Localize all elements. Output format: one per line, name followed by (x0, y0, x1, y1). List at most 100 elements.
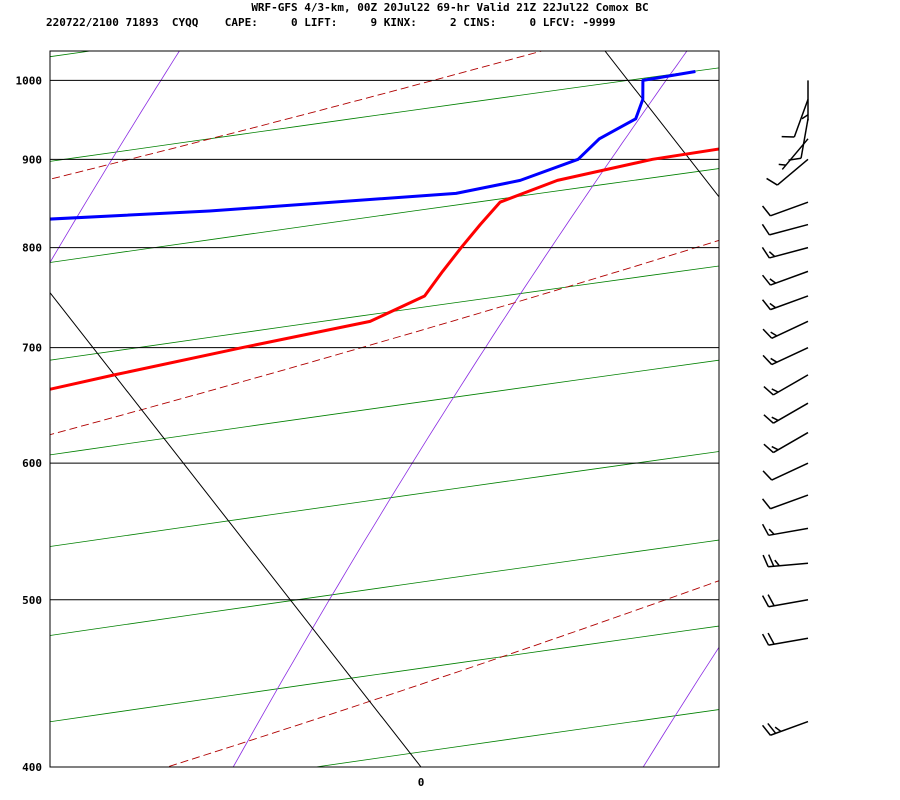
wind-barb (766, 158, 809, 186)
pressure-tick-label: 400 (22, 761, 42, 774)
wind-barb-staff (771, 346, 809, 366)
plot-frame (49, 50, 720, 768)
wind-barb (761, 223, 809, 236)
isotherm-line (604, 51, 719, 198)
wind-barb-feather (761, 223, 770, 236)
moist-adiabat (50, 239, 719, 436)
wind-barb (781, 99, 809, 138)
wind-barb-staff (768, 599, 809, 608)
wind-barb (762, 462, 809, 481)
wind-barb-column (761, 80, 809, 736)
wind-barb (761, 632, 809, 646)
dry-adiabat (50, 168, 719, 263)
pressure-tick-label: 500 (22, 594, 42, 607)
wind-barb-staff (769, 223, 809, 236)
wind-barb-feather (761, 498, 771, 510)
wind-barb-staff (769, 246, 809, 259)
mixing-ratio-line (50, 51, 180, 264)
dry-adiabat (50, 359, 719, 456)
wind-barb-feather (767, 594, 775, 607)
wind-barb (762, 554, 809, 568)
moist-adiabat (165, 580, 719, 767)
temperature-profile-line (50, 147, 719, 391)
temperature-tick-label: 0 (418, 776, 425, 789)
mixing-ratio-line (642, 646, 719, 767)
moist-adiabat (50, 51, 544, 180)
pressure-tick-label: 700 (22, 342, 42, 355)
wind-barb (761, 720, 809, 736)
wind-barb-feather (761, 523, 770, 536)
pressure-tick-label: 600 (22, 457, 42, 470)
dry-adiabat (50, 265, 719, 361)
wind-barb-feather (768, 528, 775, 535)
wind-barb (761, 201, 809, 217)
wind-barb-feather (768, 554, 775, 567)
chart-title: WRF-GFS 4/3-km, 00Z 20Jul22 69-hr Valid … (251, 1, 648, 14)
wind-barb-feather (761, 633, 770, 646)
wind-barb-staff (770, 201, 809, 217)
background-lines (50, 37, 900, 800)
wind-barb-staff (772, 402, 809, 424)
wind-barb-feather (766, 177, 778, 186)
wind-barb-feather (763, 443, 774, 454)
wind-barb-staff (776, 158, 809, 186)
wind-barb-staff (770, 270, 809, 286)
wind-barb-feather (762, 354, 773, 366)
dry-adiabat (616, 37, 900, 800)
wind-barb-staff (771, 320, 809, 339)
wind-barb-feather (778, 163, 786, 166)
dewpoint-profile-line (50, 70, 696, 221)
pressure-tick-label: 800 (22, 242, 42, 255)
wind-barb-feather (771, 416, 779, 422)
wind-barb-feather (761, 595, 770, 608)
grid-lines (50, 51, 719, 767)
wind-barb (763, 402, 809, 424)
isotherm-line (50, 291, 422, 767)
pressure-tick-label: 900 (22, 153, 42, 166)
wind-barb-feather (771, 445, 779, 451)
wind-barb (778, 138, 809, 170)
wind-barb-feather (770, 357, 778, 363)
wind-barb-staff (770, 494, 809, 510)
wind-barb-feather (770, 331, 778, 337)
wind-barb-staff (772, 374, 809, 396)
wind-barb-feather (774, 559, 780, 567)
station-indices-line: 220722/2100 71893 CYQQ CAPE: 0 LIFT: 9 K… (46, 16, 616, 29)
wind-barb-feather (767, 632, 775, 645)
wind-barb (761, 246, 809, 259)
wind-barb-feather (774, 726, 782, 733)
wind-barb-staff (770, 720, 809, 736)
wind-barb-feather (761, 246, 770, 259)
wind-barb-feather (762, 328, 773, 339)
dry-adiabat (50, 67, 719, 162)
wind-barb (763, 374, 809, 396)
wind-barb-feather (769, 302, 777, 309)
dry-adiabat (50, 451, 719, 547)
wind-barb (762, 346, 809, 366)
wind-barb-feather (768, 251, 776, 258)
wind-barb (761, 295, 809, 311)
wind-barb (761, 494, 809, 510)
pressure-axis: 400 500 600 700 800 900 1000 (16, 74, 43, 774)
wind-barb-staff (800, 118, 809, 159)
wind-barb-feather (761, 299, 771, 311)
wind-barb-feather (801, 114, 809, 120)
dry-adiabat (50, 539, 719, 636)
wind-barb-staff (771, 462, 809, 481)
wind-barb-feather (761, 205, 771, 217)
wind-barb-feather (771, 388, 779, 393)
wind-barb-feather (762, 470, 773, 481)
wind-barb (761, 270, 809, 286)
wind-barb-staff (768, 562, 809, 568)
wind-barb-staff (768, 527, 809, 537)
temperature-axis: -50-40-30-20-10010203040 (418, 776, 425, 789)
wind-barb (763, 431, 809, 454)
wind-barb (761, 523, 809, 537)
wind-barb-staff (793, 99, 809, 138)
mixing-ratio-line (232, 51, 688, 767)
wind-barb-staff (770, 295, 809, 311)
wind-barb-feather (763, 414, 774, 424)
wind-barb (762, 320, 809, 339)
wind-barb-feather (761, 724, 771, 736)
